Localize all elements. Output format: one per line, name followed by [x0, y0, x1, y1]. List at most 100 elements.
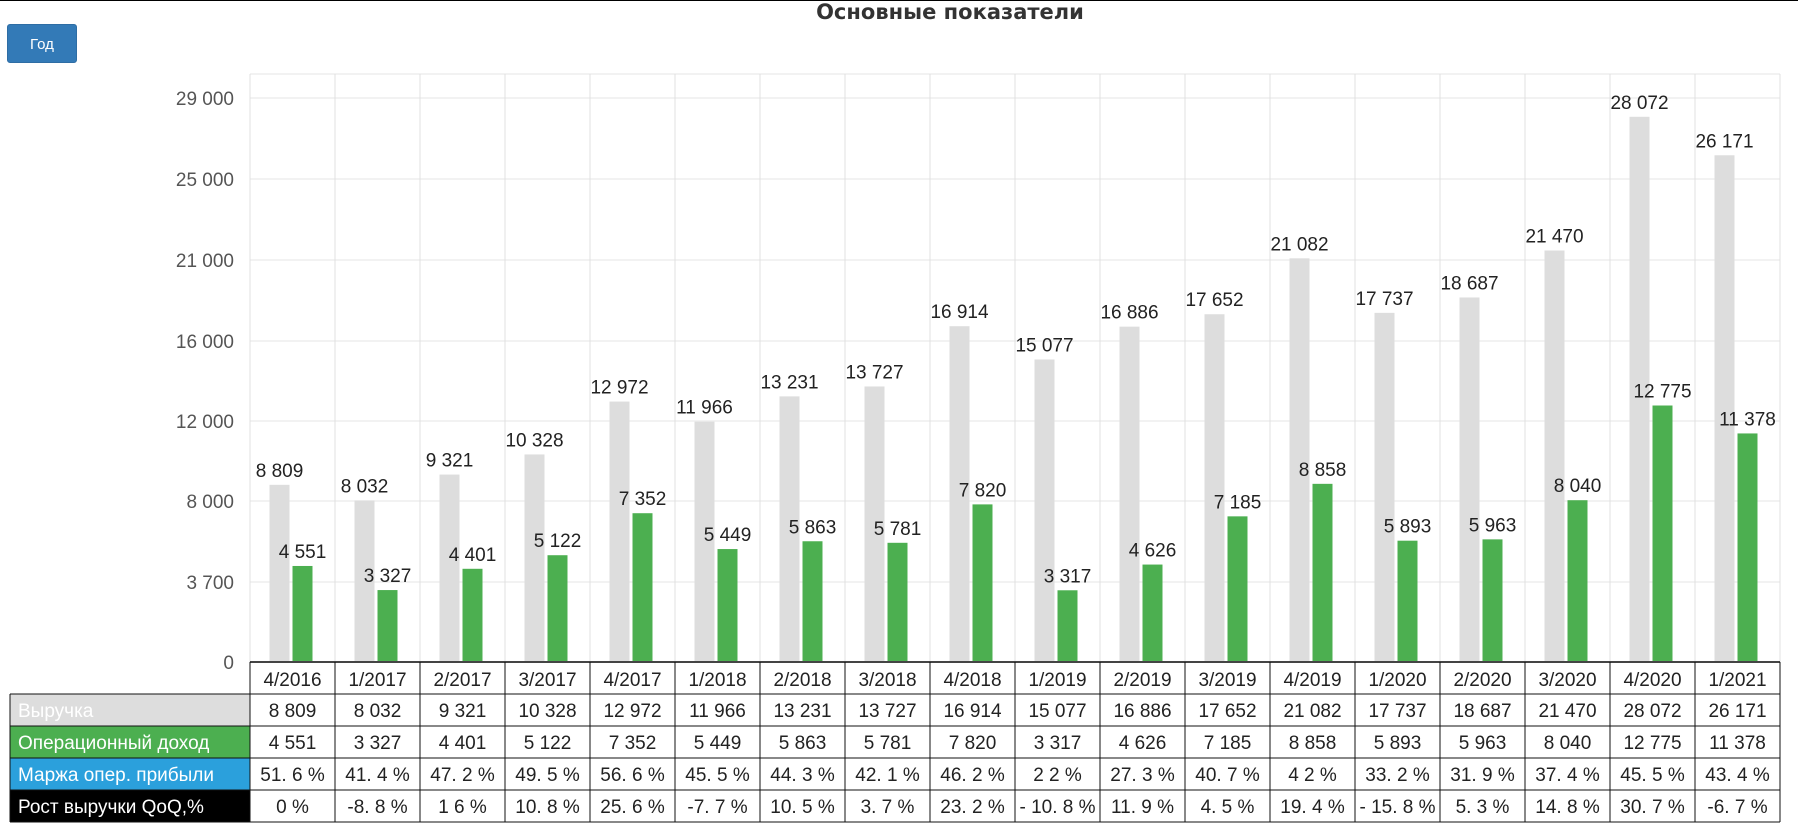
table-cell: - 15. 8 %: [1359, 797, 1435, 818]
revenue-bar: [1204, 314, 1225, 662]
revenue-data-label: 17 652: [1185, 290, 1243, 311]
x-category-label: 2/2017: [433, 670, 491, 691]
table-cell: 49. 5 %: [515, 765, 580, 786]
table-cell: 10 328: [518, 701, 576, 722]
revenue-data-label: 21 470: [1525, 226, 1583, 247]
table-cell: 9 321: [439, 701, 487, 722]
table-cell: 4 401: [439, 733, 487, 754]
revenue-data-label: 21 082: [1270, 234, 1328, 255]
table-cell: 11 378: [1709, 733, 1766, 754]
table-cell: 16 914: [943, 701, 1002, 722]
table-cell: 41. 4 %: [345, 765, 410, 786]
revenue-bar: [1459, 297, 1480, 662]
revenue-data-label: 13 231: [760, 372, 818, 393]
y-tick-label: 0: [223, 653, 234, 674]
op-income-data-label: 8 858: [1299, 460, 1347, 481]
x-category-label: 3/2020: [1538, 670, 1596, 691]
op-income-data-label: 5 122: [534, 531, 582, 552]
y-tick-label: 8 000: [186, 492, 234, 513]
op-income-data-label: 12 775: [1633, 382, 1691, 403]
op-income-bar: [1057, 590, 1078, 662]
year-period-button[interactable]: Год: [7, 24, 77, 63]
table-cell: 3 327: [354, 733, 402, 754]
table-cell: 47. 2 %: [430, 765, 495, 786]
table-cell: 40. 7 %: [1195, 765, 1260, 786]
op-income-data-label: 7 185: [1214, 492, 1262, 513]
y-tick-label: 21 000: [176, 251, 234, 272]
table-cell: 16 886: [1113, 701, 1171, 722]
top-border: [0, 0, 1798, 1]
op-income-bar: [802, 541, 823, 662]
table-cell: 12 972: [603, 701, 661, 722]
op-income-data-label: 4 626: [1129, 541, 1177, 562]
table-cell: 45. 5 %: [685, 765, 750, 786]
revenue-data-label: 16 886: [1100, 303, 1158, 324]
table-cell: 21 082: [1283, 701, 1341, 722]
table-cell: 1 6 %: [438, 797, 487, 818]
table-cell: 31. 9 %: [1450, 765, 1515, 786]
table-cell: 4 551: [269, 733, 317, 754]
op-income-bar: [1142, 564, 1163, 662]
op-income-bar: [972, 504, 993, 662]
table-cell: 10. 8 %: [515, 797, 580, 818]
op-income-data-label: 8 040: [1554, 476, 1602, 497]
op-income-bar: [717, 549, 738, 662]
table-row-label-bg: [10, 790, 250, 822]
table-cell: 5. 3 %: [1456, 797, 1510, 818]
table-cell: 45. 5 %: [1620, 765, 1685, 786]
table-cell: 27. 3 %: [1110, 765, 1175, 786]
table-cell: 26 171: [1708, 701, 1766, 722]
table-cell: 4 626: [1119, 733, 1167, 754]
table-row-label: Маржа опер. прибыли: [18, 765, 214, 786]
x-category-label: 3/2017: [518, 670, 576, 691]
table-cell: 43. 4 %: [1705, 765, 1770, 786]
table-cell: 7 185: [1204, 733, 1252, 754]
table-cell: 42. 1 %: [855, 765, 920, 786]
revenue-data-label: 15 077: [1015, 335, 1073, 356]
table-cell: 51. 6 %: [260, 765, 325, 786]
table-cell: 13 727: [858, 701, 916, 722]
table-cell: 14. 8 %: [1535, 797, 1600, 818]
op-income-data-label: 5 893: [1384, 517, 1432, 538]
table-cell: 0 %: [276, 797, 309, 818]
revenue-data-label: 8 032: [341, 476, 389, 497]
op-income-bar: [377, 590, 398, 662]
revenue-bar: [1544, 250, 1565, 663]
op-income-data-label: 11 378: [1719, 409, 1776, 430]
revenue-data-label: 10 328: [505, 430, 563, 451]
table-cell: 11 966: [689, 701, 746, 722]
x-category-label: 3/2018: [858, 670, 916, 691]
revenue-bar: [609, 401, 630, 662]
x-category-label: 2/2020: [1453, 670, 1511, 691]
table-cell: 4. 5 %: [1201, 797, 1255, 818]
revenue-data-label: 28 072: [1610, 93, 1668, 114]
revenue-bar: [524, 454, 545, 662]
table-cell: 7 820: [949, 733, 997, 754]
table-cell: 30. 7 %: [1620, 797, 1685, 818]
y-tick-label: 3 700: [186, 573, 234, 594]
table-cell: 12 775: [1623, 733, 1681, 754]
table-cell: 5 122: [524, 733, 572, 754]
table-cell: -8. 8 %: [347, 797, 407, 818]
table-cell: 13 231: [773, 701, 831, 722]
revenue-bar: [1629, 116, 1650, 663]
table-cell: 44. 3 %: [770, 765, 835, 786]
table-cell: 17 737: [1368, 701, 1426, 722]
op-income-bar: [887, 542, 908, 662]
x-category-label: 4/2016: [263, 670, 321, 691]
op-income-bar: [1482, 539, 1503, 662]
table-cell: 3 317: [1034, 733, 1082, 754]
revenue-bar: [439, 474, 460, 662]
revenue-data-label: 13 727: [845, 362, 903, 383]
table-row-label-bg: [10, 758, 250, 790]
x-category-label: 1/2017: [348, 670, 406, 691]
table-cell: 5 893: [1374, 733, 1422, 754]
table-cell: 23. 2 %: [940, 797, 1005, 818]
revenue-bar: [1034, 359, 1055, 662]
table-cell: 8 809: [269, 701, 317, 722]
table-cell: 46. 2 %: [940, 765, 1005, 786]
table-cell: 25. 6 %: [600, 797, 665, 818]
revenue-bar: [1374, 312, 1395, 662]
op-income-data-label: 7 352: [619, 489, 667, 510]
op-income-bar: [1227, 516, 1248, 662]
